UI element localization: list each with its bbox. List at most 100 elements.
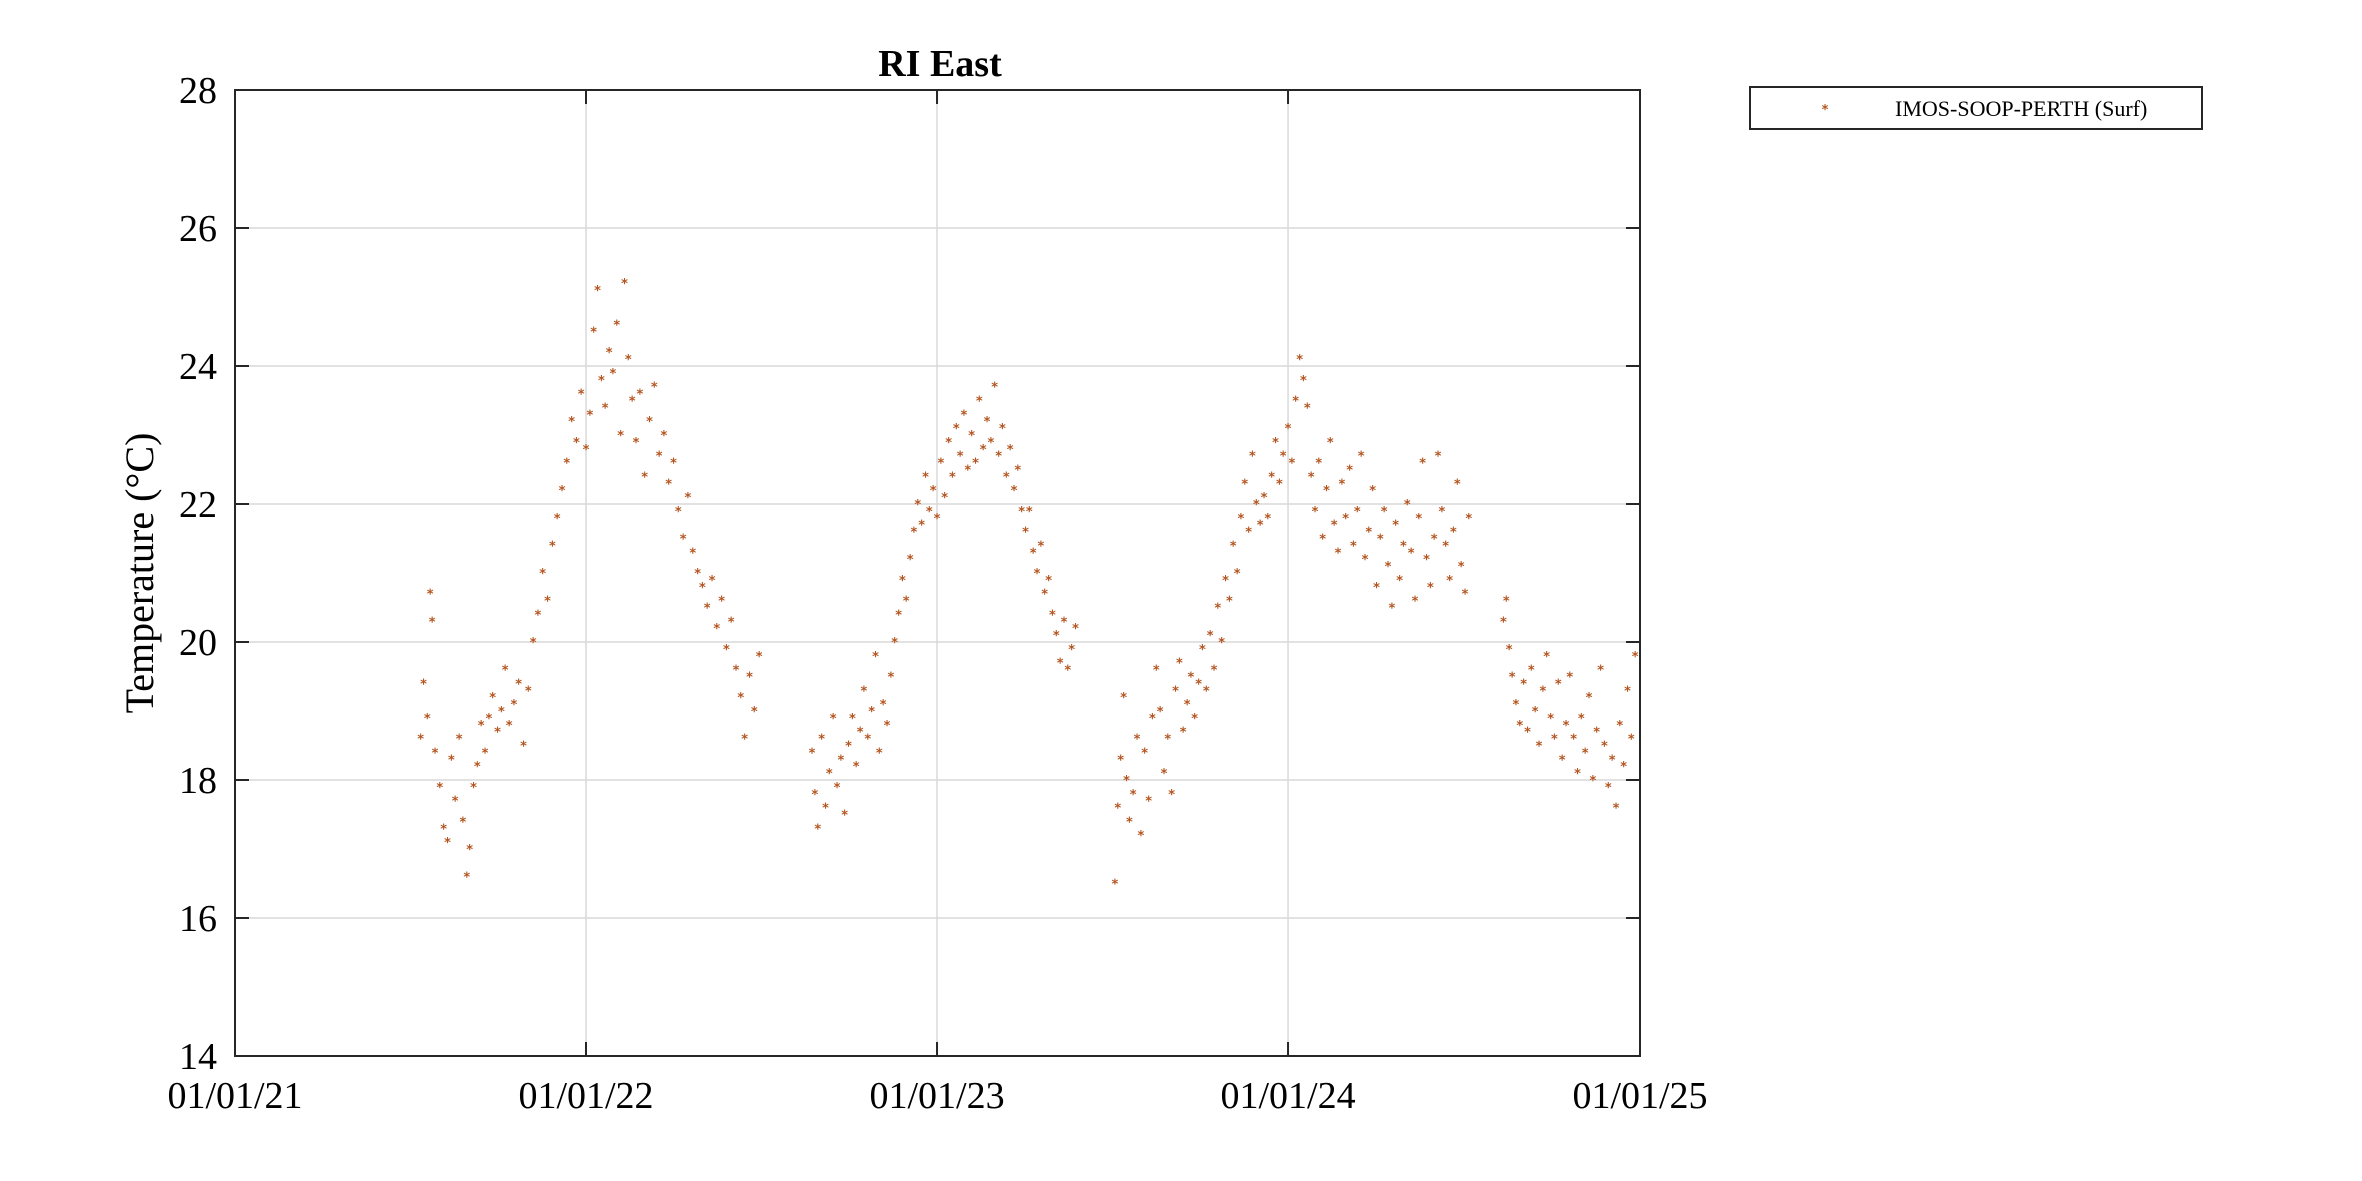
data-point: * bbox=[1241, 477, 1248, 492]
legend: * IMOS-SOOP-PERTH (Surf) bbox=[1749, 86, 2203, 130]
data-point: * bbox=[444, 836, 451, 851]
data-point: * bbox=[494, 726, 501, 741]
legend-box bbox=[1749, 86, 2203, 130]
data-point: * bbox=[949, 470, 956, 485]
data-point: * bbox=[1512, 698, 1519, 713]
data-point: * bbox=[1176, 657, 1183, 672]
data-point: * bbox=[1072, 622, 1079, 637]
data-point: * bbox=[646, 415, 653, 430]
data-point: * bbox=[1570, 733, 1577, 748]
data-point: * bbox=[1300, 374, 1307, 389]
data-point: * bbox=[899, 574, 906, 589]
data-point: * bbox=[733, 664, 740, 679]
data-point: * bbox=[1632, 650, 1639, 665]
data-point: * bbox=[520, 740, 527, 755]
data-point: * bbox=[1373, 581, 1380, 596]
data-point: * bbox=[1226, 595, 1233, 610]
data-point: * bbox=[1551, 733, 1558, 748]
data-point: * bbox=[651, 381, 658, 396]
data-point: * bbox=[1203, 684, 1210, 699]
data-point: * bbox=[728, 615, 735, 630]
data-point: * bbox=[456, 733, 463, 748]
data-point: * bbox=[1296, 353, 1303, 368]
data-point: * bbox=[1180, 726, 1187, 741]
data-point: * bbox=[699, 581, 706, 596]
data-point: * bbox=[432, 746, 439, 761]
data-point: * bbox=[502, 664, 509, 679]
data-point: * bbox=[830, 712, 837, 727]
data-point: * bbox=[463, 871, 470, 886]
data-point: * bbox=[1435, 450, 1442, 465]
data-point: * bbox=[930, 484, 937, 499]
data-point: * bbox=[826, 767, 833, 782]
data-point: * bbox=[864, 733, 871, 748]
data-point: * bbox=[1007, 443, 1014, 458]
data-point: * bbox=[1153, 664, 1160, 679]
data-point: * bbox=[718, 595, 725, 610]
data-point: * bbox=[1500, 615, 1507, 630]
data-point: * bbox=[660, 429, 667, 444]
data-point: * bbox=[1613, 802, 1620, 817]
data-point: * bbox=[957, 450, 964, 465]
x-tick-label: 01/01/22 bbox=[518, 1075, 653, 1117]
data-point: * bbox=[1187, 671, 1194, 686]
data-point: * bbox=[1369, 484, 1376, 499]
data-point: * bbox=[1276, 477, 1283, 492]
data-point: * bbox=[887, 671, 894, 686]
data-point: * bbox=[1057, 657, 1064, 672]
data-point: * bbox=[478, 719, 485, 734]
data-point: * bbox=[895, 608, 902, 623]
data-point: * bbox=[914, 498, 921, 513]
data-point: * bbox=[941, 491, 948, 506]
data-point: * bbox=[1022, 526, 1029, 541]
y-tick-labels: 14 16 18 20 22 24 26 28 bbox=[179, 70, 217, 1078]
data-point: * bbox=[1195, 677, 1202, 692]
data-point: * bbox=[1319, 533, 1326, 548]
data-point: * bbox=[1450, 526, 1457, 541]
data-point: * bbox=[860, 684, 867, 699]
data-point: * bbox=[1222, 574, 1229, 589]
data-point: * bbox=[1582, 746, 1589, 761]
data-point: * bbox=[573, 436, 580, 451]
data-point: * bbox=[1041, 588, 1048, 603]
data-point: * bbox=[427, 588, 434, 603]
data-points: * * * * * * * * * * * * * * * * * * * * * * * * * * * * * * * * * * * * * * * *… bbox=[417, 277, 1639, 892]
data-point: * bbox=[1257, 519, 1264, 534]
data-point: * bbox=[999, 422, 1006, 437]
data-point: * bbox=[1392, 519, 1399, 534]
data-point: * bbox=[1446, 574, 1453, 589]
data-point: * bbox=[1045, 574, 1052, 589]
data-point: * bbox=[1559, 753, 1566, 768]
data-point: * bbox=[1053, 629, 1060, 644]
data-point: * bbox=[1586, 691, 1593, 706]
data-point: * bbox=[549, 539, 556, 554]
data-point: * bbox=[1308, 470, 1315, 485]
data-point: * bbox=[1358, 450, 1365, 465]
data-point: * bbox=[641, 470, 648, 485]
data-point: * bbox=[506, 719, 513, 734]
data-point: * bbox=[1218, 636, 1225, 651]
data-point: * bbox=[609, 367, 616, 382]
data-point: * bbox=[1061, 615, 1068, 630]
data-point: * bbox=[1396, 574, 1403, 589]
data-point: * bbox=[868, 705, 875, 720]
data-point: * bbox=[980, 443, 987, 458]
data-point: * bbox=[880, 698, 887, 713]
data-point: * bbox=[1117, 753, 1124, 768]
data-point: * bbox=[1214, 602, 1221, 617]
data-point: * bbox=[1034, 567, 1041, 582]
data-point: * bbox=[964, 464, 971, 479]
data-point: * bbox=[926, 505, 933, 520]
data-point: * bbox=[987, 436, 994, 451]
data-point: * bbox=[1237, 512, 1244, 527]
data-point: * bbox=[534, 608, 541, 623]
data-point: * bbox=[972, 457, 979, 472]
data-point: * bbox=[1134, 733, 1141, 748]
data-point: * bbox=[922, 470, 929, 485]
data-point: * bbox=[510, 698, 517, 713]
data-point: * bbox=[1536, 740, 1543, 755]
y-axis-label: Temperature (°C) bbox=[117, 433, 162, 714]
y-tick-label: 14 bbox=[179, 1036, 217, 1078]
data-point: * bbox=[629, 395, 636, 410]
data-point: * bbox=[1438, 505, 1445, 520]
